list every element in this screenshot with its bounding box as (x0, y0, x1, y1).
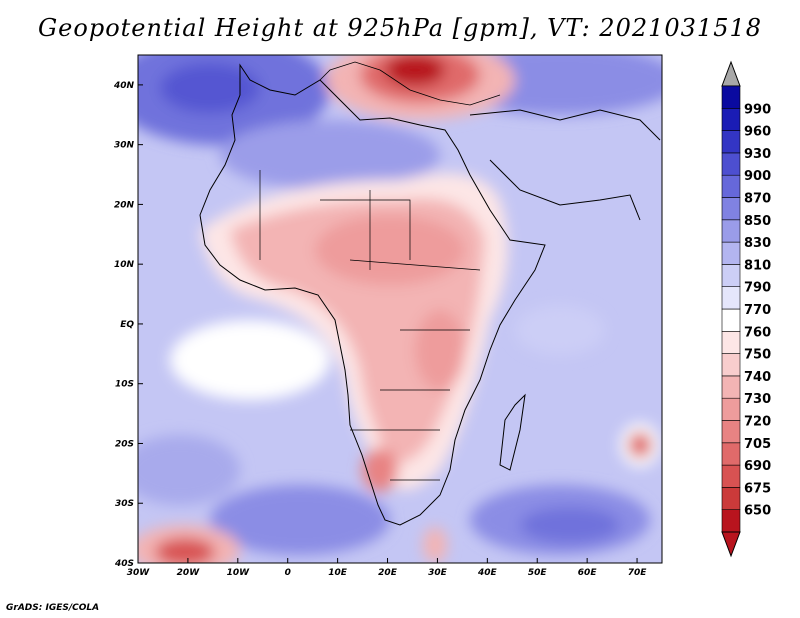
lon-tick-label: 20W (177, 568, 201, 578)
colorbar-level-label: 930 (744, 147, 771, 162)
colorbar-swatch (721, 420, 741, 444)
colorbar-swatch (721, 509, 741, 533)
colorbar-swatch (721, 174, 741, 198)
map-title: Geopotential Height at 925hPa [gpm], VT:… (38, 14, 762, 42)
colorbar-swatch (721, 219, 741, 243)
colorbar-swatch (721, 264, 741, 287)
lat-tick-label: 30S (115, 499, 134, 509)
lat-tick-label: 20S (115, 439, 134, 449)
lon-tick-label: 10E (328, 568, 348, 578)
colorbar-swatch (721, 375, 741, 399)
colorbar-swatch (721, 353, 741, 377)
colorbar-bottom-arrow (721, 531, 741, 558)
colorbar-level-label: 760 (744, 325, 771, 340)
longitude-axis: 30W 20W 10W 0 10E 20E 30E 40E 50E 60E 70E (127, 558, 647, 578)
colorbar-swatch (721, 241, 741, 265)
colorbar-swatch (721, 308, 741, 332)
colorbar-swatch (721, 286, 741, 310)
lon-tick-label: 40E (477, 568, 498, 578)
colorbar-level-label: 900 (744, 169, 771, 184)
lat-tick-label: 30N (114, 141, 135, 151)
lon-tick-label: 50E (528, 568, 548, 578)
colorbar-level-label: 850 (744, 214, 771, 229)
lon-tick-label: 10W (227, 568, 251, 578)
colorbar-swatch (721, 108, 741, 131)
lat-tick-label: 20N (114, 200, 135, 210)
colorbar-level-label: 960 (744, 125, 771, 140)
colorbar-level-label: 650 (744, 504, 771, 519)
plot-frame (137, 54, 663, 564)
lat-tick-label: 10N (114, 260, 135, 270)
lon-tick-label: 60E (578, 568, 598, 578)
colorbar-level-label: 720 (744, 415, 771, 430)
colorbar-level-label: 790 (744, 281, 771, 296)
colorbar-swatch (721, 487, 741, 510)
colorbar-swatch (721, 464, 741, 488)
lat-tick-label: EQ (120, 320, 134, 330)
coastline (199, 63, 546, 526)
colorbar-level-label: 810 (744, 258, 771, 273)
software-credit: GrADS: IGES/COLA (6, 603, 100, 613)
colorbar-level-label: 870 (744, 192, 771, 207)
colorbar-level-label: 740 (744, 370, 771, 385)
height-field (138, 55, 662, 563)
lat-tick-label: 40N (113, 81, 135, 91)
lat-tick-label: 10S (115, 380, 134, 390)
lat-tick-label: 40S (114, 559, 134, 569)
colorbar-level-label: 830 (744, 236, 771, 251)
colorbar-top-arrow (721, 60, 741, 87)
lon-tick-label: 70E (628, 568, 648, 578)
colorbar-level-label: 730 (744, 392, 771, 407)
colorbar-level-label: 690 (744, 459, 771, 474)
lon-tick-label: 0 (285, 568, 291, 578)
colorbar-swatch (721, 152, 741, 176)
colorbar-level-label: 705 (744, 437, 771, 452)
colorbar-level-label: 990 (744, 102, 771, 117)
lon-tick-label: 30W (127, 568, 151, 578)
colorbar: 650 675 690 705 720 730 740 750 760 770 790 810 830 8… (721, 60, 771, 558)
colorbar-swatch (721, 85, 741, 109)
colorbar-level-label: 750 (744, 348, 771, 363)
colorbar-swatch (721, 130, 741, 154)
colorbar-swatch (721, 330, 741, 354)
colorbar-level-label: 770 (744, 303, 771, 318)
lon-tick-label: 30E (428, 568, 448, 578)
lon-tick-label: 20E (378, 568, 398, 578)
latitude-axis: 40N 30N 20N 10N EQ 10S 20S 30S 40S (113, 81, 143, 569)
colorbar-swatch (721, 197, 741, 221)
colorbar-swatch (721, 397, 741, 421)
colorbar-swatch (721, 442, 741, 466)
colorbar-level-label: 675 (744, 481, 771, 496)
